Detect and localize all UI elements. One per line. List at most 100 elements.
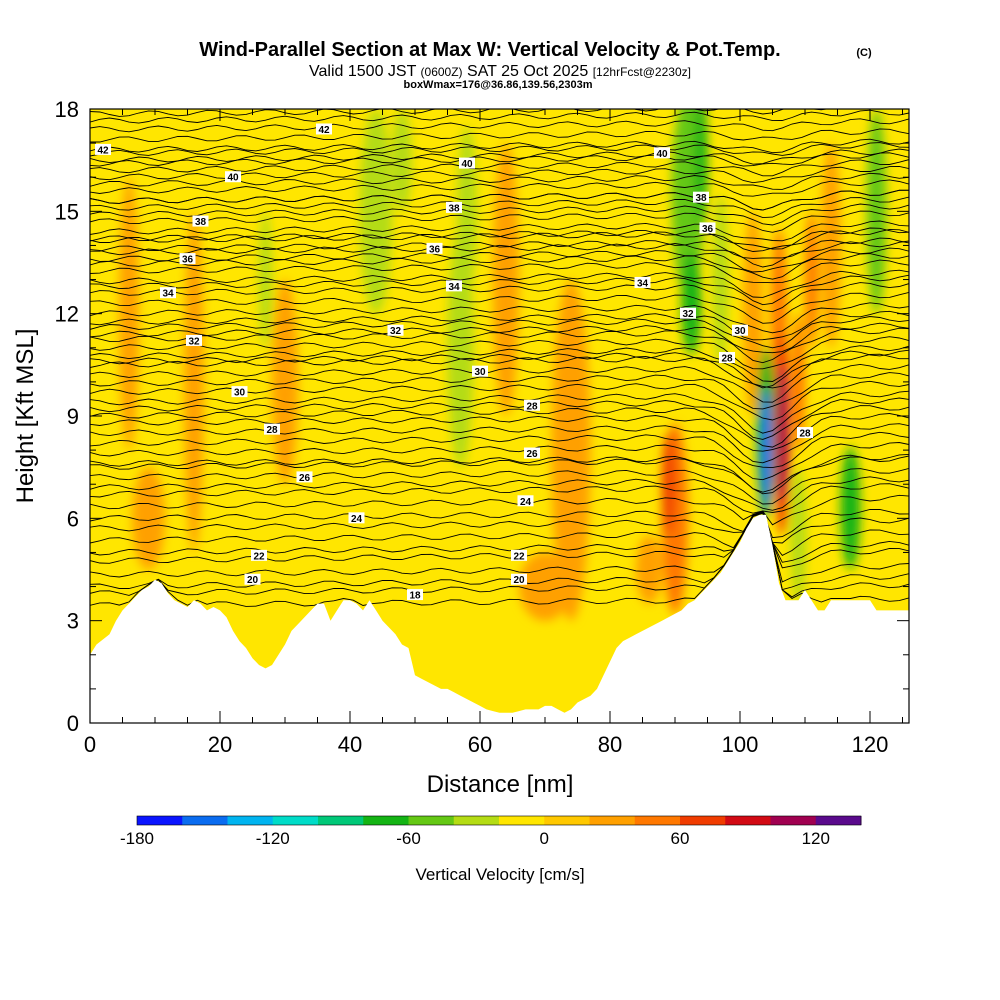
contour-label-box [524,399,540,411]
contour-label-text: 38 [695,193,707,204]
contour-label-box [732,324,748,336]
contour-label: 40 [225,171,241,184]
velocity-cell [821,143,841,348]
theta-contour [90,274,909,306]
contour-label-text: 36 [429,244,441,255]
contour-label-box [179,253,196,265]
contour-label-box [446,201,462,213]
potential-temperature-contours [90,109,909,607]
theta-contour [90,455,909,495]
colorbar-tick-label: 120 [802,829,830,848]
theta-contour [90,390,909,434]
contour-label: 20 [511,573,527,586]
contour-label-box [511,549,527,561]
contour-label-box [517,495,534,507]
contour-label-box [680,307,696,319]
contour-label-box [511,573,527,585]
contour-label: 42 [316,123,332,136]
velocity-cell [805,211,818,348]
colorbar-swatch [770,816,817,825]
theta-contour [90,363,909,403]
colorbar-swatch [272,816,319,825]
theta-contour [90,336,909,370]
x-tick-label: 120 [852,732,889,757]
colorbar-swatch [182,816,228,825]
contour-label: 36 [179,253,196,266]
contour-label-text: 32 [390,326,402,337]
contour-label: 30 [231,386,248,399]
contour-label: 36 [699,222,716,235]
theta-contour [90,203,909,226]
subtitle-valid: Valid 1500 JST [309,63,420,80]
y-tick-label: 0 [67,711,79,736]
contour-label-box [654,147,670,159]
contour-label-text: 38 [195,217,207,228]
colorbar-frame [136,815,862,826]
colorbar-tick-label: 60 [671,829,690,848]
contour-label-box [426,242,443,254]
contour-label: 28 [524,399,540,412]
contour-label: 18 [407,589,423,602]
theta-contour [90,138,909,154]
velocity-cell [840,446,861,570]
contour-label-text: 40 [227,173,239,184]
contour-label: 28 [719,352,735,365]
x-tick-label: 40 [338,732,362,757]
contour-label-box [296,471,313,483]
colorbar-swatch [408,816,455,825]
velocity-cell [866,109,887,314]
velocity-cell [777,364,788,502]
theta-contour [90,210,909,233]
contour-label: 32 [680,307,696,320]
contour-label-box [244,573,261,585]
contour-label: 24 [348,512,365,525]
theta-contour [90,220,909,242]
theta-contour [90,467,909,505]
title-mark: (C) [856,47,872,59]
theta-contour [90,310,909,341]
terrain-mask [90,514,909,723]
y-tick-label: 15 [55,199,79,224]
theta-contour [90,431,909,469]
chart-title: Wind-Parallel Section at Max W: Vertical… [199,39,780,61]
contour-label-box [407,589,423,601]
contour-label: 30 [732,324,748,337]
colorbar-swatch [544,816,590,825]
theta-contour [90,237,909,259]
velocity-cell [519,552,571,621]
subtitle-forecast: [12hrFcst@2230z] [593,65,691,79]
contour-label-text: 26 [526,449,538,460]
contour-label: 34 [446,280,462,293]
theta-contour [90,413,909,452]
contour-label-text: 30 [734,326,746,337]
theta-contour [90,494,909,526]
theta-contour [90,511,909,544]
velocity-cell [743,211,763,416]
contour-label-box [699,222,716,234]
contour-label: 36 [426,242,443,255]
contour-label: 38 [192,215,209,228]
contour-label-text: 30 [234,388,246,399]
y-tick-label: 9 [67,404,79,429]
y-tick-label: 18 [55,97,79,122]
colorbar-tick-label: 0 [540,829,549,848]
velocity-cell [636,535,662,604]
velocity-cell [359,109,393,314]
x-tick-label: 80 [598,732,622,757]
contour-label: 34 [634,276,651,289]
contour-label: 38 [693,191,709,204]
contour-label-text: 24 [520,497,532,508]
theta-contour [90,405,909,448]
contour-label: 22 [251,549,267,562]
contour-label-box [316,123,332,135]
x-tick-label: 100 [722,732,759,757]
contour-label-box [225,171,241,183]
contour-label-box [719,352,735,364]
theta-contour [90,291,909,324]
contour-label: 32 [186,334,202,347]
theta-contour [90,128,909,143]
velocity-cell [132,467,165,570]
contour-label-text: 40 [461,159,473,170]
